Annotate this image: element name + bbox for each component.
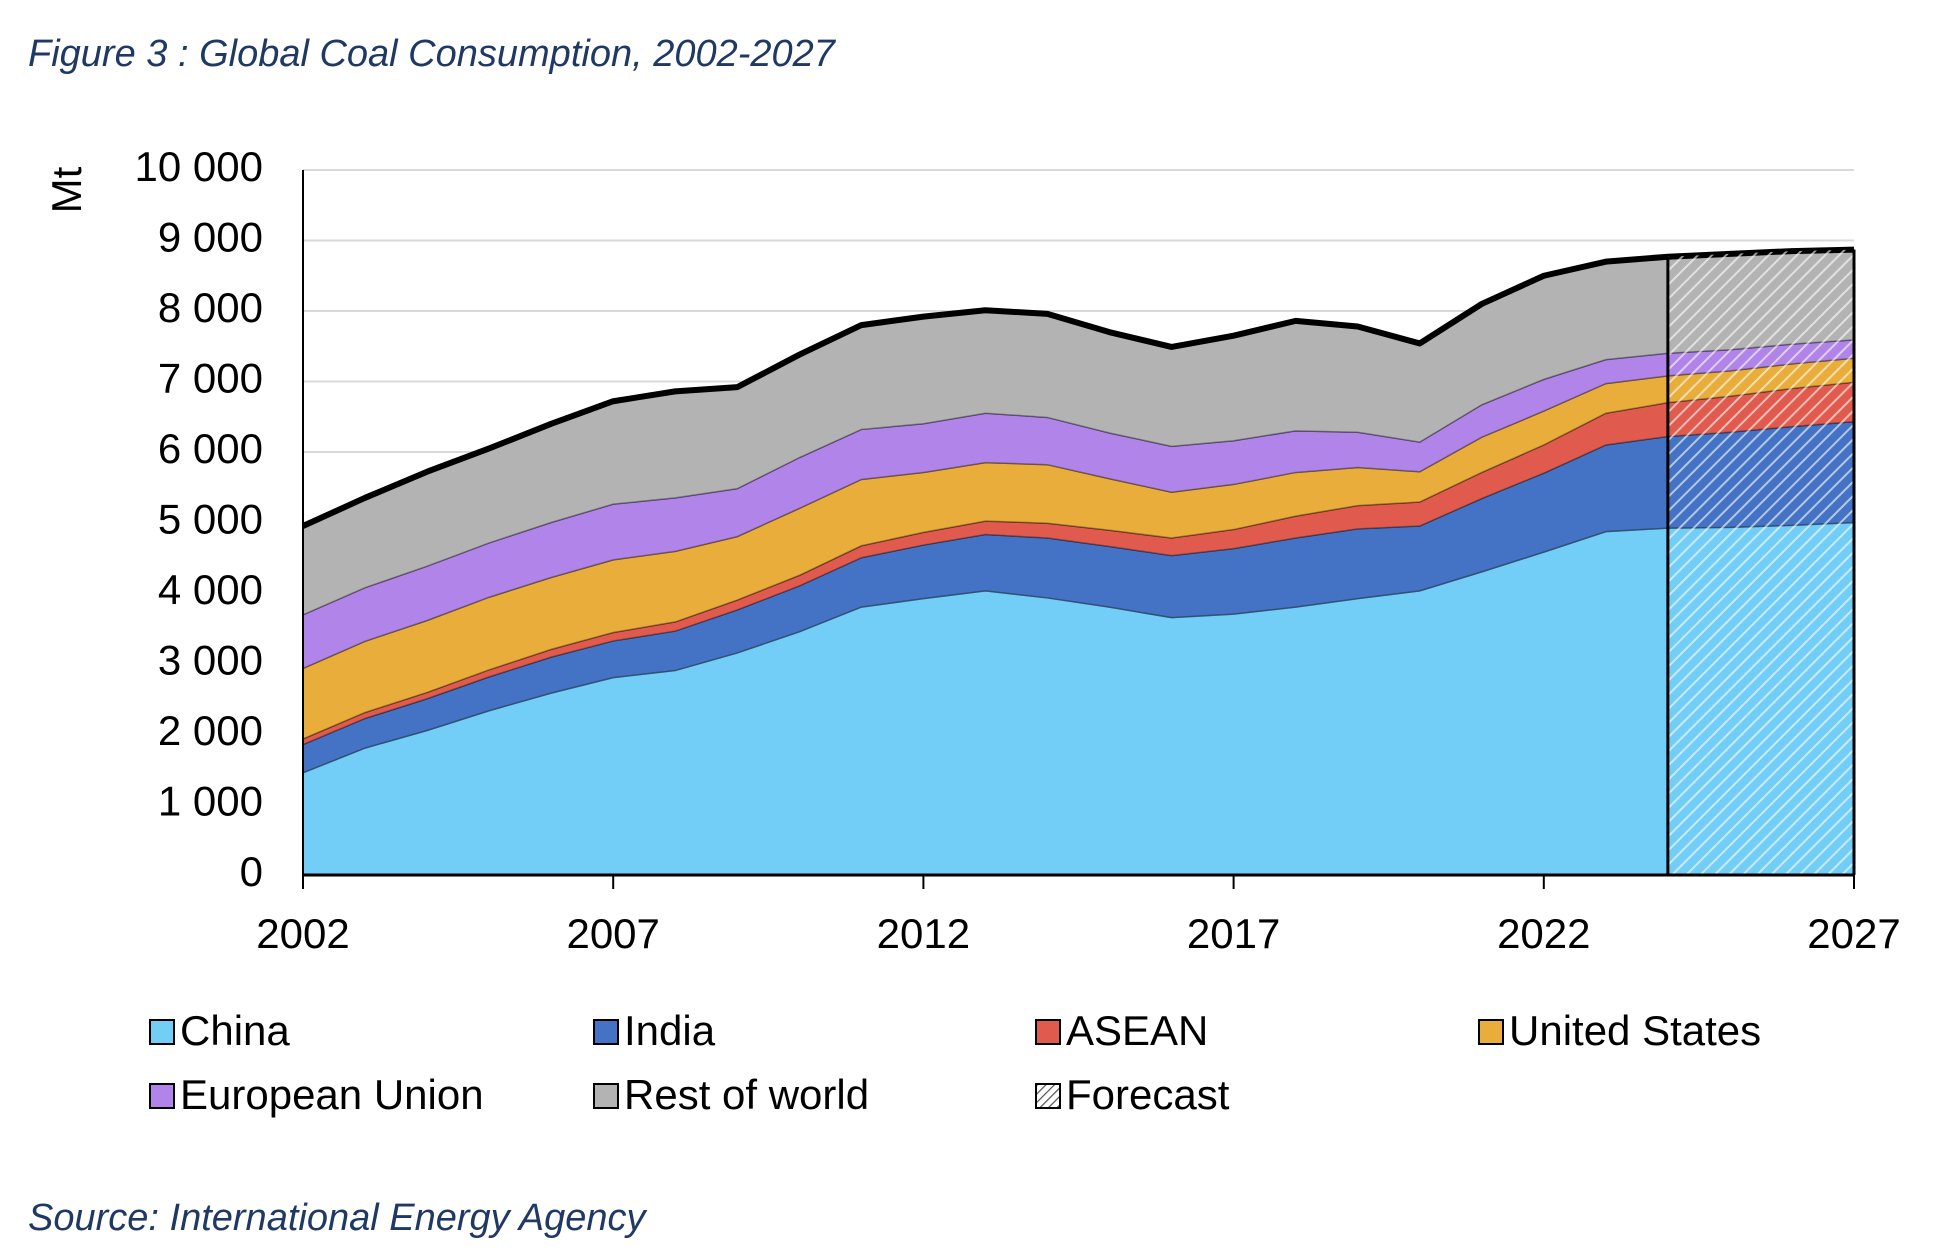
y-tick-label: 0 bbox=[240, 848, 263, 895]
y-tick-label: 7 000 bbox=[158, 355, 263, 402]
x-tick-label: 2012 bbox=[877, 910, 970, 957]
legend-swatch bbox=[593, 1019, 619, 1045]
legend-label: India bbox=[624, 1007, 716, 1054]
legend-label: European Union bbox=[180, 1071, 484, 1118]
legend-label: Rest of world bbox=[624, 1071, 869, 1118]
x-tick-label: 2002 bbox=[256, 910, 349, 957]
y-tick-label: 5 000 bbox=[158, 496, 263, 543]
y-tick-label: 10 000 bbox=[135, 143, 263, 190]
x-tick-label: 2022 bbox=[1497, 910, 1590, 957]
legend-swatch bbox=[1478, 1019, 1504, 1045]
y-tick-label: 6 000 bbox=[158, 425, 263, 472]
legend-label: Forecast bbox=[1066, 1071, 1230, 1118]
legend-swatch bbox=[593, 1083, 619, 1109]
y-axis-label: Mt bbox=[43, 166, 90, 213]
legend-swatch bbox=[149, 1083, 175, 1109]
x-tick-label: 2027 bbox=[1807, 910, 1900, 957]
y-tick-label: 8 000 bbox=[158, 284, 263, 331]
legend-label: ASEAN bbox=[1066, 1007, 1208, 1054]
legend-swatch bbox=[1035, 1083, 1061, 1109]
total-line bbox=[301, 246, 1855, 529]
legend-label: China bbox=[180, 1007, 290, 1054]
y-tick-label: 1 000 bbox=[158, 778, 263, 825]
legend-swatch bbox=[1035, 1019, 1061, 1045]
chart-title: Figure 3 : Global Coal Consumption, 2002… bbox=[28, 33, 837, 75]
source-note: Source: International Energy Agency bbox=[28, 1197, 648, 1239]
legend-label: United States bbox=[1509, 1007, 1761, 1054]
forecast-hatch bbox=[1667, 249, 1854, 876]
x-tick-label: 2007 bbox=[566, 910, 659, 957]
y-tick-label: 9 000 bbox=[158, 214, 263, 261]
y-tick-label: 3 000 bbox=[158, 637, 263, 684]
legend-swatch bbox=[149, 1019, 175, 1045]
y-tick-label: 2 000 bbox=[158, 707, 263, 754]
x-tick-label: 2017 bbox=[1187, 910, 1280, 957]
y-tick-label: 4 000 bbox=[158, 566, 263, 613]
